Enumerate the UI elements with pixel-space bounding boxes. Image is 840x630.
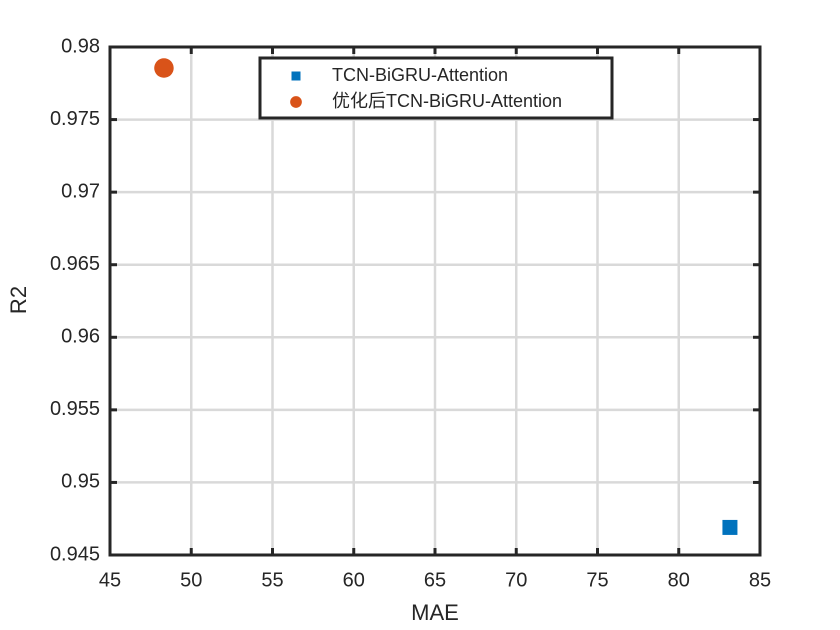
x-tick-label: 60 [343,569,365,591]
x-tick-label: 70 [505,569,527,591]
x-tick-label: 85 [749,569,771,591]
legend-marker [290,96,302,108]
x-tick-label: 75 [586,569,608,591]
x-axis-label: MAE [411,600,459,625]
x-tick-label: 45 [99,569,121,591]
legend-label: TCN-BiGRU-Attention [332,65,508,85]
point [722,519,738,535]
legend-label: 优化后TCN-BiGRU-Attention [332,91,562,111]
x-tick-label: 50 [180,569,202,591]
axes-box [108,45,762,557]
legend-marker [291,71,301,81]
point [154,58,174,78]
y-tick-label: 0.97 [61,180,100,202]
y-tick-label: 0.95 [61,471,100,493]
y-tick-label: 0.945 [50,543,100,565]
x-tick-label: 65 [424,569,446,591]
y-axis-label: R2 [6,286,31,314]
y-tick-label: 0.965 [50,253,100,275]
y-tick-label: 0.975 [50,108,100,130]
y-tick-label: 0.98 [61,35,100,57]
legend-box [258,56,614,120]
x-tick-label: 80 [668,569,690,591]
x-tick-label: 55 [261,569,283,591]
y-tick-label: 0.955 [50,398,100,420]
y-tick-label: 0.96 [61,326,100,348]
